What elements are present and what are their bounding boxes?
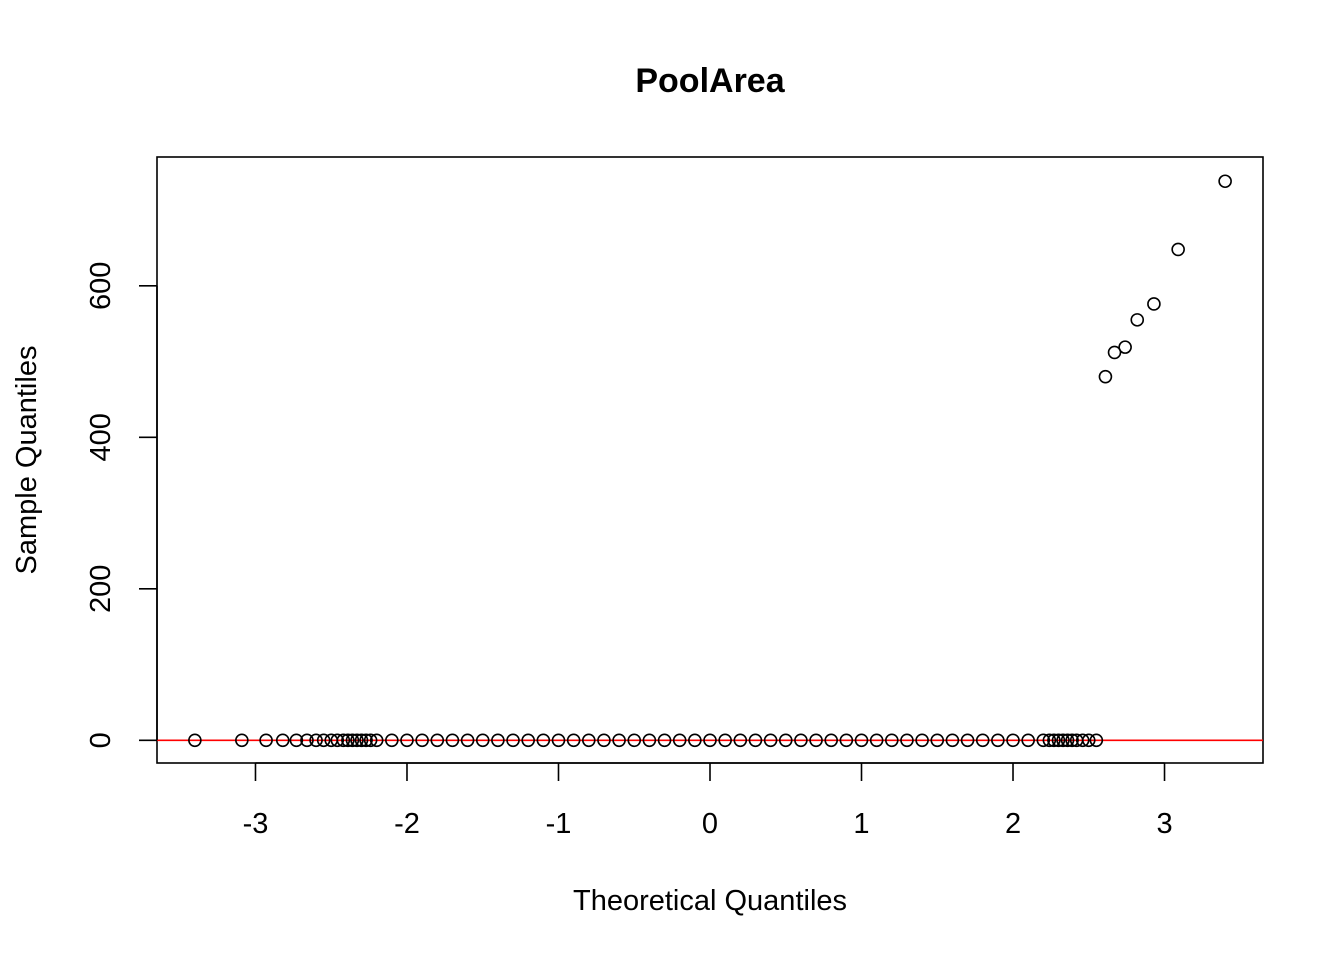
x-tick-label: 3 [1156, 808, 1172, 840]
x-tick-label: 0 [702, 808, 718, 840]
data-point [1147, 297, 1161, 311]
data-point [1218, 174, 1232, 189]
data-point [506, 733, 520, 748]
data-point [1051, 733, 1066, 748]
x-tick-label: -3 [243, 808, 269, 840]
data-point [369, 733, 384, 748]
data-point [1118, 340, 1132, 354]
data-point [733, 733, 748, 748]
data-point [1130, 313, 1145, 327]
x-tick-label: 2 [1005, 808, 1021, 840]
data-point [763, 733, 778, 748]
x-tick-label: -1 [546, 808, 572, 840]
data-point [430, 733, 445, 748]
data-points [188, 174, 1232, 748]
data-point [1081, 733, 1096, 748]
data-point [491, 733, 505, 748]
data-point [300, 733, 314, 748]
data-point [1047, 733, 1061, 748]
data-point [718, 733, 732, 748]
data-point [188, 733, 202, 748]
data-point [275, 733, 290, 748]
data-point [975, 733, 990, 748]
data-point [1098, 369, 1113, 384]
data-point [1036, 733, 1051, 748]
data-point [289, 733, 304, 748]
data-point [336, 733, 351, 748]
plot-frame [156, 156, 1264, 764]
data-point [1089, 733, 1104, 748]
data-point [642, 733, 657, 748]
data-point [991, 733, 1005, 748]
data-point [460, 733, 475, 748]
data-point [597, 733, 611, 748]
x-axis-label: Theoretical Quantiles [573, 885, 847, 917]
data-point [363, 733, 378, 748]
data-point [235, 733, 249, 748]
data-point [627, 733, 642, 748]
x-tick-label: 1 [853, 808, 869, 840]
data-point [672, 733, 687, 748]
data-point [778, 733, 793, 748]
data-point [900, 733, 914, 748]
data-point [854, 733, 869, 748]
data-point [536, 733, 551, 748]
y-axis: 0 200 400 600 [85, 262, 158, 748]
data-point [885, 733, 899, 748]
x-tick-label: -2 [394, 808, 420, 840]
data-point [359, 733, 373, 748]
data-point [581, 733, 596, 748]
y-tick-label: 600 [85, 262, 117, 310]
data-point [930, 733, 945, 748]
data-point [1075, 733, 1090, 748]
data-point [1042, 733, 1057, 748]
data-point [869, 733, 884, 748]
data-point [354, 733, 369, 748]
data-point [1107, 345, 1122, 360]
data-point [1171, 242, 1185, 257]
data-point [341, 733, 355, 748]
data-point [521, 733, 535, 748]
y-tick-label: 400 [85, 413, 117, 461]
x-axis: -3 -2 -1 0 1 2 3 [243, 762, 1173, 840]
data-point [794, 733, 808, 748]
data-point [345, 733, 360, 748]
data-point [350, 733, 364, 748]
data-point [445, 733, 460, 748]
data-point [612, 733, 626, 748]
data-point [688, 733, 702, 748]
chart-title: PoolArea [635, 62, 785, 100]
data-point [657, 733, 672, 748]
data-point [809, 733, 823, 748]
data-point [259, 733, 273, 748]
data-point [475, 733, 490, 748]
data-point [415, 733, 429, 748]
y-tick-label: 200 [85, 565, 117, 613]
data-point [945, 733, 960, 748]
data-point [1056, 733, 1070, 748]
data-point [551, 733, 566, 748]
data-point [839, 733, 854, 748]
data-point [1060, 733, 1075, 748]
data-point [824, 733, 839, 748]
data-point [566, 733, 581, 748]
data-point [400, 733, 414, 748]
data-point [1006, 733, 1020, 748]
data-point [748, 733, 763, 748]
data-point [330, 733, 345, 748]
data-point [316, 733, 331, 748]
data-point [1065, 733, 1079, 748]
data-point [309, 733, 323, 748]
data-point [703, 733, 717, 748]
data-point [960, 733, 975, 748]
data-point [385, 733, 399, 748]
data-point [1021, 733, 1035, 748]
data-point [915, 733, 929, 748]
y-tick-label: 0 [85, 732, 117, 748]
y-axis-label: Sample Quantiles [11, 346, 43, 575]
